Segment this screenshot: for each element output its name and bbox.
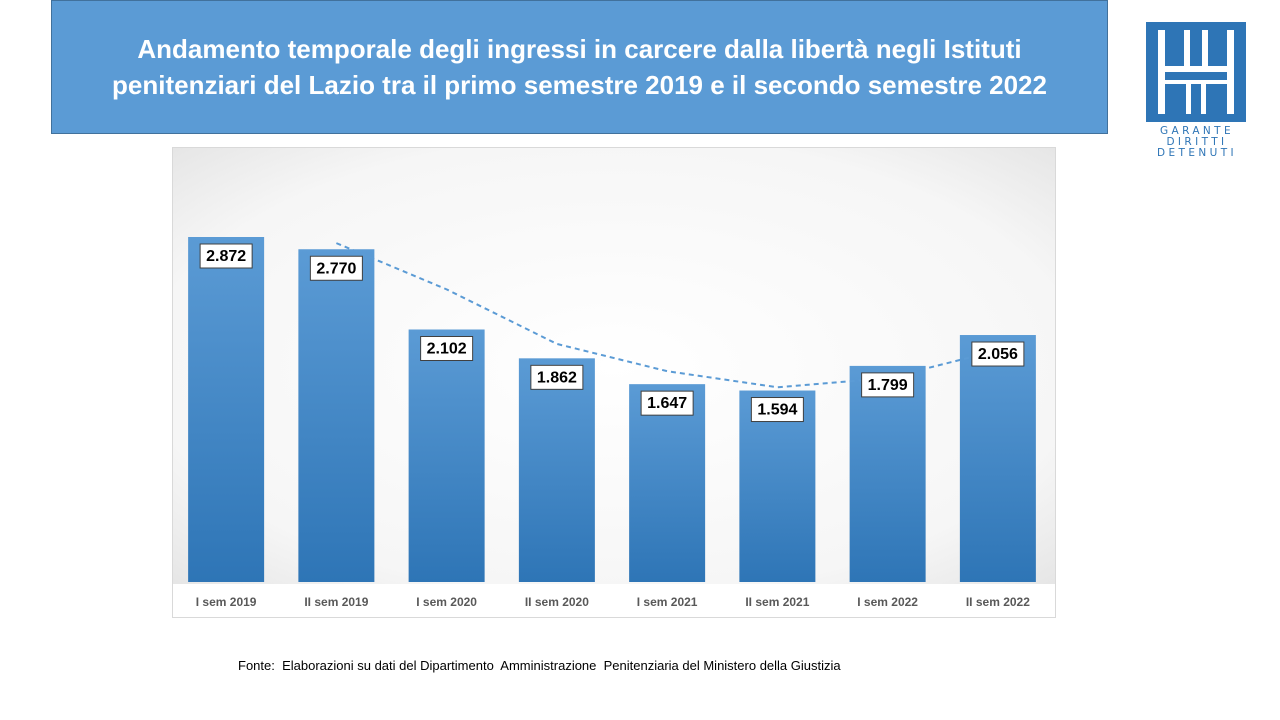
bar [959,335,1036,582]
data-label-text: 1.594 [757,402,797,419]
x-tick-label: I sem 2020 [416,595,477,609]
x-tick-label: II sem 2021 [745,595,809,609]
logo-text-line-1: GARANTE [1159,125,1235,137]
x-tick-label: II sem 2019 [304,595,368,609]
data-label: 2.056 [971,341,1025,367]
bar [188,237,265,582]
bar-chart: 2.872 2.770 2.102 1.862 1.647 1.594 1.799 2.056… [173,148,1055,609]
data-label: 1.647 [640,390,694,416]
bar [739,390,816,582]
x-tick-label: I sem 2019 [196,595,257,609]
data-label: 1.594 [750,397,804,423]
logo-emblem-icon [1146,22,1246,122]
bar [629,384,706,582]
logo-text-line-2: DIRITTI [1166,136,1228,148]
garante-logo: GARANTE DIRITTI DETENUTI [1146,22,1248,159]
data-label: 1.799 [861,372,915,398]
data-label-text: 1.647 [647,395,687,412]
data-label: 1.862 [530,364,584,390]
x-tick-label: I sem 2021 [637,595,698,609]
bar [518,358,595,582]
data-label-text: 2.102 [427,340,467,357]
bar [849,365,926,582]
bar [298,249,375,582]
source-note: Fonte: Elaborazioni su dati del Dipartim… [238,658,841,673]
chart-area: 2.872 2.770 2.102 1.862 1.647 1.594 1.799 2.056… [172,147,1056,618]
data-label-text: 2.056 [978,346,1018,363]
data-label-text: 2.872 [206,248,246,265]
logo-text-line-3: DETENUTI [1156,147,1238,159]
x-tick-label: II sem 2022 [966,595,1030,609]
x-tick-label: II sem 2020 [525,595,589,609]
data-label-text: 2.770 [316,260,356,277]
x-tick-label: I sem 2022 [857,595,918,609]
chart-title-line-2: penitenziari del Lazio tra il primo seme… [112,70,1047,100]
title-banner: Andamento temporale degli ingressi in ca… [51,0,1108,134]
chart-title-line-1: Andamento temporale degli ingressi in ca… [137,34,1022,64]
bar [408,329,485,582]
data-label: 2.872 [199,243,253,269]
data-label: 2.770 [309,255,363,281]
data-label: 2.102 [420,335,474,361]
data-label-text: 1.799 [868,377,908,394]
data-label-text: 1.862 [537,369,577,386]
